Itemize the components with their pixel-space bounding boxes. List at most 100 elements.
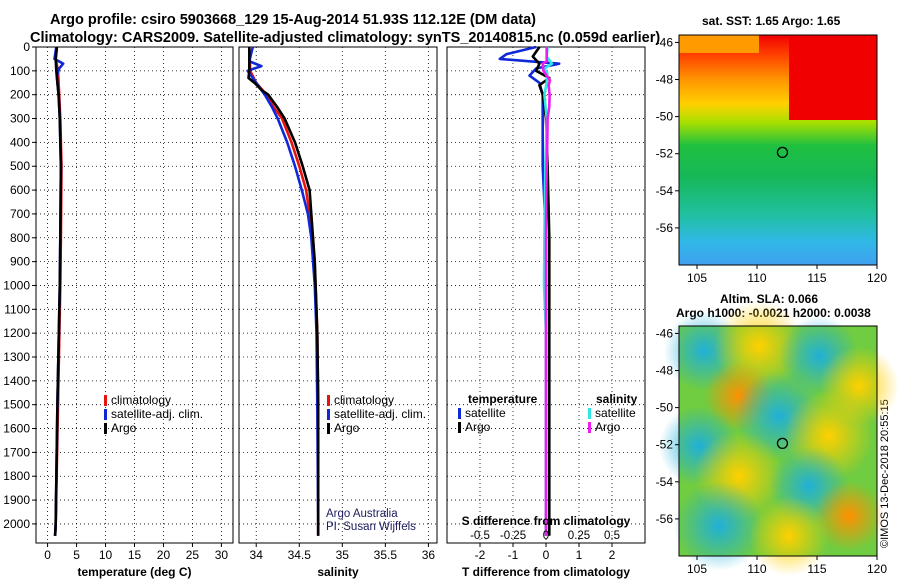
- x-tick-label: 1: [576, 548, 583, 562]
- y-tick-label: 400: [10, 135, 30, 149]
- y-tick-label: 100: [10, 64, 30, 78]
- legend-swatch: [327, 395, 330, 406]
- legend-label: satellite: [465, 406, 506, 420]
- y-tick-label: 1900: [3, 493, 30, 507]
- lon-tick-label: 105: [687, 562, 707, 576]
- sla-map-title-line1: Altim. SLA: 0.066: [720, 292, 819, 306]
- legend-swatch: [327, 409, 330, 420]
- legend-swatch: [327, 423, 330, 434]
- argo-position-marker: [776, 146, 789, 159]
- x-tick-label: 30: [215, 548, 229, 562]
- legend-label: Argo: [111, 421, 137, 435]
- y-tick-label: 1500: [3, 398, 30, 412]
- top-axis-tick-label: 0: [543, 530, 549, 542]
- legend-swatch: [588, 422, 591, 433]
- y-tick-label: 900: [10, 255, 30, 269]
- legend-label: satellite: [595, 406, 636, 420]
- lon-tick-label: 120: [867, 271, 887, 285]
- legend-label: Argo: [595, 420, 621, 434]
- y-tick-label: 1300: [3, 350, 30, 364]
- legend-label: satellite-adj. clim.: [111, 407, 203, 421]
- lat-tick-label: -54: [656, 475, 674, 489]
- map-frame: [678, 34, 878, 266]
- top-axis-tick-label: 0.5: [604, 530, 620, 542]
- y-tick-label: 600: [10, 183, 30, 197]
- y-tick-label: 2000: [3, 517, 30, 531]
- lat-tick-label: -46: [656, 326, 674, 340]
- series-argo: [53, 46, 63, 536]
- y-tick-label: 1100: [4, 302, 30, 316]
- x-tick-label: 0: [44, 548, 51, 562]
- x-tick-label: 35: [336, 548, 350, 562]
- top-axis-tick-label: -0.5: [470, 530, 490, 542]
- legend-swatch: [458, 422, 461, 433]
- y-tick-label: 0: [23, 40, 30, 54]
- panel-3: -2 -1 0 1 2 T difference from climatology temp…: [446, 45, 646, 579]
- lat-tick-label: -56: [656, 512, 674, 526]
- x-tick-label: 36: [422, 548, 436, 562]
- y-tick-label: 1000: [3, 278, 30, 292]
- x-tick-label: 2: [609, 548, 616, 562]
- lon-tick-label: 110: [747, 562, 766, 576]
- y-tick-label: 1400: [3, 374, 30, 388]
- legend-label: climatology: [111, 393, 171, 407]
- figure-title-line2: Climatology: CARS2009. Satellite-adjuste…: [30, 30, 661, 46]
- lat-tick-label: -48: [656, 73, 674, 87]
- y-tick-label: 200: [10, 88, 30, 102]
- sst-map: -46 -48 -50 -52 -54 -56 105 110 115 120: [656, 34, 887, 285]
- x-tick-label: 0: [543, 548, 550, 562]
- x-tick-label: 10: [99, 548, 113, 562]
- legend-label: satellite-adj. clim.: [334, 407, 426, 421]
- y-tick-label: 1200: [3, 326, 30, 340]
- legend-swatch: [458, 408, 461, 419]
- x-tick-label: 34.5: [288, 548, 312, 562]
- legend-title-temperature: temperature: [468, 392, 538, 406]
- legend-title-salinity: salinity: [596, 392, 638, 406]
- argo-position-marker: [776, 437, 789, 450]
- top-axis-tick-label: 0.25: [568, 530, 590, 542]
- x-axis-label: T difference from climatology: [462, 565, 630, 579]
- x-tick-label: -2: [475, 548, 486, 562]
- legend-label: Argo: [465, 420, 491, 434]
- lat-tick-label: -50: [656, 401, 674, 415]
- sst-orange-patch: [679, 35, 759, 53]
- y-tick-label: 700: [10, 207, 30, 221]
- x-tick-label: 34: [250, 548, 264, 562]
- x-axis-label: salinity: [317, 565, 359, 579]
- y-tick-label: 1600: [3, 422, 30, 436]
- lat-tick-label: -52: [656, 147, 674, 161]
- plot-frame: [238, 46, 438, 544]
- x-tick-label: 5: [73, 548, 80, 562]
- y-tick-label: 500: [10, 159, 30, 173]
- lat-tick-label: -48: [656, 364, 674, 378]
- sst-warm-patch: [789, 35, 877, 120]
- annotation-line: PI: Susan Wijffels: [326, 521, 416, 533]
- y-tick-label: 800: [10, 231, 30, 245]
- lon-tick-label: 105: [687, 271, 707, 285]
- legend-label: Argo: [334, 421, 360, 435]
- legend-swatch: [104, 423, 107, 434]
- panel-2: 34 34.5 35 35.5 36 salinity climatologysatelli…: [238, 46, 438, 579]
- map-frame: [678, 325, 878, 557]
- panel-1: 0 5 10 15 20 25 30 temperature (deg C) 0 100 200 30…: [3, 40, 234, 579]
- legend-swatch: [588, 408, 591, 419]
- series-argo: [247, 47, 320, 536]
- annotation-line: Argo Australia: [326, 508, 398, 520]
- series-salinity-argo: [541, 47, 552, 536]
- lat-tick-label: -54: [656, 184, 674, 198]
- sla-map: -46 -48 -50 -52 -54 -56 105 110 115 120: [656, 301, 899, 576]
- x-tick-label: 25: [186, 548, 200, 562]
- y-tick-label: 300: [10, 112, 30, 126]
- lon-tick-label: 110: [747, 271, 766, 285]
- top-axis-label: S difference from climatology: [462, 514, 631, 528]
- lon-tick-label: 115: [807, 271, 826, 285]
- sst-map-title: sat. SST: 1.65 Argo: 1.65: [702, 14, 841, 28]
- x-tick-label: 35.5: [374, 548, 398, 562]
- sla-anomaly: [814, 481, 884, 551]
- lat-tick-label: -50: [656, 110, 674, 124]
- y-tick-label: 1700: [3, 445, 30, 459]
- lon-tick-label: 115: [807, 562, 826, 576]
- lat-tick-label: -46: [656, 35, 674, 49]
- lat-tick-label: -56: [656, 221, 674, 235]
